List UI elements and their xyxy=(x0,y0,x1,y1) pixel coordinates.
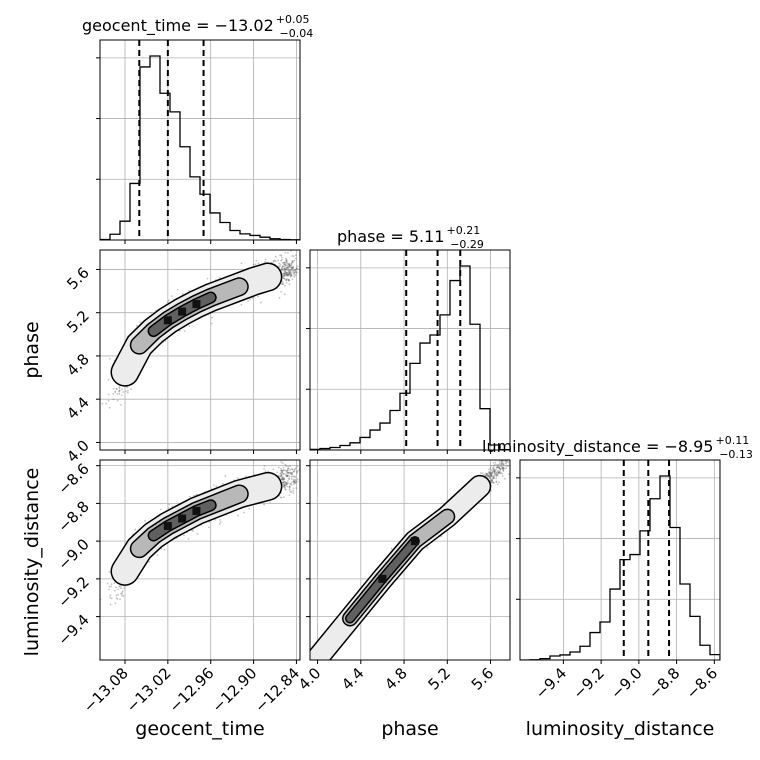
density-peak xyxy=(163,316,172,325)
panel-phase-vs-geocent-time: 4.04.44.85.25.6 xyxy=(63,249,301,466)
x-tick-label: −12.90 xyxy=(208,664,260,716)
density-peak xyxy=(178,307,187,316)
x-tick-label: 5.6 xyxy=(468,664,498,694)
x-tick-label: −12.96 xyxy=(166,664,218,716)
panel-frame xyxy=(99,459,301,661)
panel-content xyxy=(100,460,300,660)
panel-content xyxy=(100,40,300,240)
histogram-phase xyxy=(310,265,510,450)
density-peak xyxy=(192,506,201,515)
panel-frame xyxy=(309,459,511,661)
histogram-geocent-time xyxy=(100,55,300,240)
y-tick-label: −9.0 xyxy=(54,535,92,573)
panel-phase-vs-phase xyxy=(306,249,511,454)
panel-geocent-time-vs-geocent-time xyxy=(96,39,301,244)
x-tick-label: 4.4 xyxy=(338,664,368,694)
y-tick-label: −9.2 xyxy=(54,573,92,611)
density-peak xyxy=(410,537,419,546)
panel-frame xyxy=(519,459,721,661)
panel-luminosity-distance-vs-phase: 4.0 4.4 4.8 5.2 5.6 xyxy=(295,459,511,694)
panel-luminosity-distance-vs-luminosity-distance: −9.4 −9.2 −9.0 −8.8 −8.6 xyxy=(516,459,721,703)
corner-panels: 4.04.44.85.25.6−13.08−13.02−12.96−12.90−… xyxy=(54,39,721,716)
x-tick-label: −9.2 xyxy=(569,664,607,702)
panel-frame xyxy=(309,249,511,451)
x-tick-label: −13.02 xyxy=(123,664,175,716)
ylabel-phase: phase xyxy=(21,321,43,378)
x-tick-label: −8.8 xyxy=(645,664,683,702)
panel-content xyxy=(310,460,510,660)
panel-luminosity-distance-vs-geocent-time: −13.08−13.02−12.96−12.90−12.84 −9.4−9.2−9… xyxy=(54,459,303,716)
x-tick-label: −8.6 xyxy=(683,664,721,702)
y-tick-label: −8.6 xyxy=(54,460,92,498)
title-phase: phase = 5.11 +0.21 −0.29 xyxy=(337,224,484,251)
panel-content xyxy=(520,460,720,660)
y-tick-label: 5.6 xyxy=(63,264,93,294)
x-tick-label: −12.84 xyxy=(251,664,303,716)
y-tick-label: 4.4 xyxy=(63,393,93,423)
x-tick-label: −9.4 xyxy=(532,664,570,702)
xlabel-geocent-time: geocent_time xyxy=(135,718,264,740)
density-peak xyxy=(163,522,172,531)
density-peak xyxy=(378,574,387,583)
panel-content xyxy=(100,250,300,450)
x-tick-label: 5.2 xyxy=(425,664,455,694)
density-peak xyxy=(192,300,201,309)
title-luminosity-distance: luminosity_distance = −8.95 +0.11 −0.13 xyxy=(482,434,753,461)
title-geocent-time: geocent_time = −13.02 +0.05 −0.04 xyxy=(82,13,313,40)
x-tick-label: −13.08 xyxy=(80,664,132,716)
density-peak xyxy=(178,514,187,523)
x-tick-label: 4.0 xyxy=(295,664,325,694)
panel-frame xyxy=(99,39,301,241)
y-tick-label: −8.8 xyxy=(54,497,92,535)
panel-frame xyxy=(99,249,301,451)
ylabel-luminosity-distance: luminosity_distance xyxy=(21,468,43,657)
y-tick-label: 4.8 xyxy=(63,350,93,380)
x-tick-label: 4.8 xyxy=(381,664,411,694)
panel-content xyxy=(310,250,510,450)
y-tick-label: 5.2 xyxy=(63,307,93,337)
y-tick-label: −9.4 xyxy=(54,611,92,649)
x-tick-label: −9.0 xyxy=(607,664,645,702)
xlabel-phase: phase xyxy=(381,718,438,740)
xlabel-luminosity-distance: luminosity_distance xyxy=(526,718,715,740)
histogram-luminosity-distance xyxy=(520,475,720,660)
